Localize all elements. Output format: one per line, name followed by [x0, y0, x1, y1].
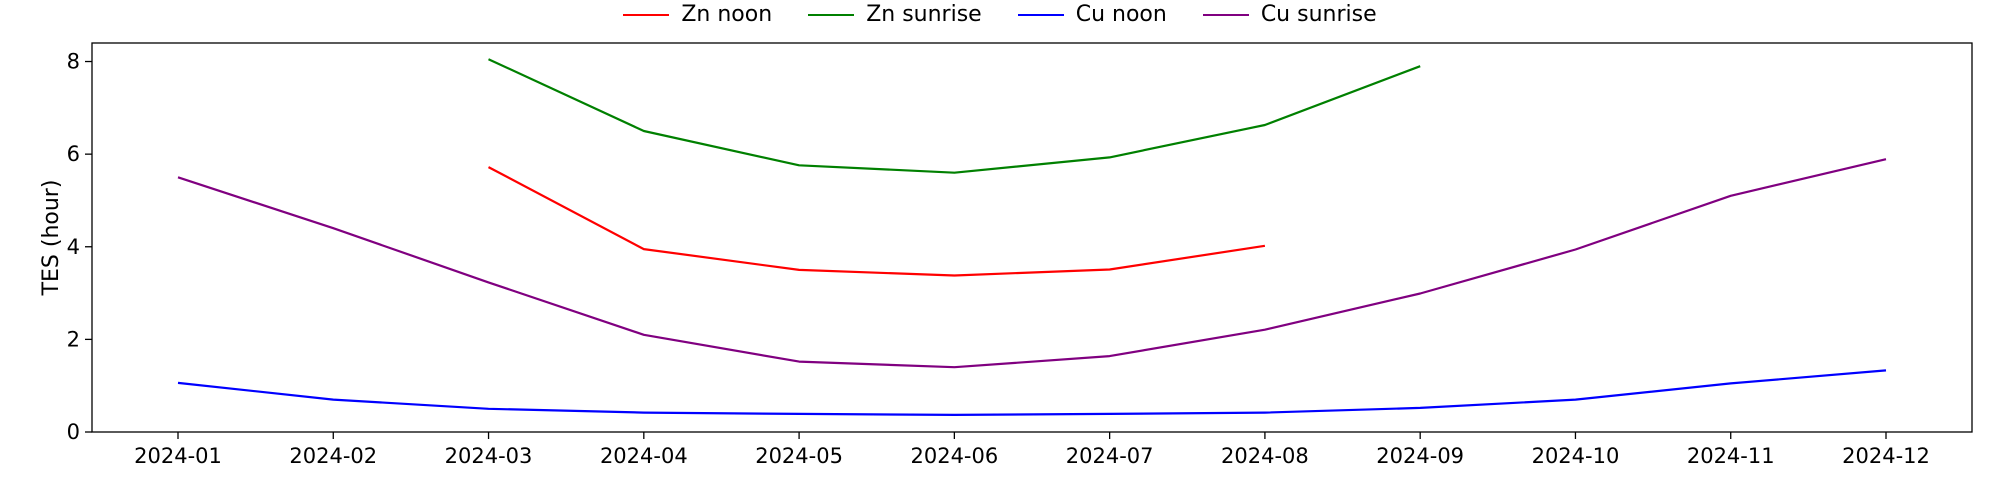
- x-tick-label: 2024-08: [1221, 444, 1309, 468]
- series-line-cu-sunrise: [177, 158, 1887, 369]
- legend-swatch-zn-noon: [623, 13, 670, 16]
- legend-item-zn-sunrise: Zn sunrise: [808, 2, 982, 27]
- x-tick-label: 2024-01: [134, 444, 222, 468]
- y-tick-label: 8: [67, 50, 80, 74]
- series-line-cu-noon: [177, 369, 1887, 416]
- legend-label-cu-sunrise: Cu sunrise: [1260, 2, 1377, 27]
- legend-label-cu-noon: Cu noon: [1075, 2, 1167, 27]
- legend-swatch-cu-noon: [1017, 13, 1064, 16]
- y-axis-label: TES (hour): [39, 180, 64, 297]
- x-tick-label: 2024-11: [1687, 444, 1775, 468]
- legend-swatch-cu-sunrise: [1202, 13, 1249, 16]
- x-tick-label: 2024-12: [1842, 444, 1930, 468]
- y-tick-label: 0: [67, 420, 80, 444]
- x-tick-label: 2024-05: [755, 444, 843, 468]
- x-tick-label: 2024-06: [910, 444, 998, 468]
- x-tick-label: 2024-10: [1532, 444, 1620, 468]
- series-line-zn-sunrise: [488, 58, 1421, 174]
- y-tick-label: 2: [67, 327, 80, 351]
- legend-item-cu-noon: Cu noon: [1017, 2, 1167, 27]
- legend-swatch-zn-sunrise: [808, 13, 855, 16]
- x-tick-label: 2024-04: [600, 444, 688, 468]
- legend: Zn noon Zn sunrise Cu noon Cu sunrise: [0, 2, 2000, 27]
- x-tick-label: 2024-09: [1376, 444, 1464, 468]
- y-tick-label: 6: [67, 142, 80, 166]
- x-tick-label: 2024-07: [1066, 444, 1154, 468]
- x-tick-label: 2024-02: [289, 444, 377, 468]
- legend-item-zn-noon: Zn noon: [623, 2, 772, 27]
- plot-area-frame: [91, 42, 1973, 433]
- x-tick-label: 2024-03: [445, 444, 533, 468]
- y-tick-label: 4: [67, 235, 80, 259]
- legend-label-zn-sunrise: Zn sunrise: [866, 2, 982, 27]
- legend-item-cu-sunrise: Cu sunrise: [1202, 2, 1377, 27]
- legend-label-zn-noon: Zn noon: [681, 2, 773, 27]
- series-line-zn-noon: [487, 166, 1266, 277]
